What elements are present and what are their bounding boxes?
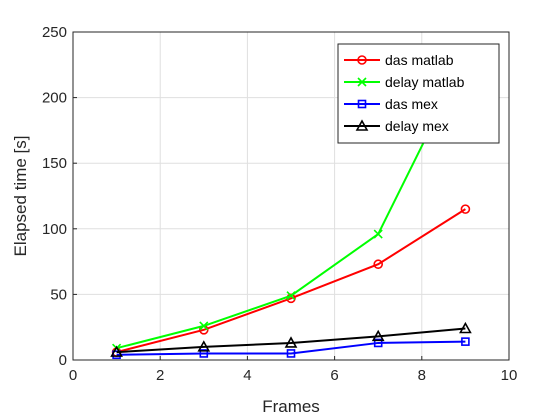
- data-point: [286, 291, 296, 301]
- data-point: [197, 340, 211, 352]
- legend-label: das matlab: [385, 52, 454, 68]
- y-tick-label: 250: [42, 24, 67, 41]
- x-tick-label: 10: [501, 367, 518, 384]
- series-line-das-mex: [116, 340, 466, 356]
- data-point: [199, 321, 209, 331]
- y-tick-label: 200: [42, 90, 67, 107]
- legend-entry-delay-mex: delay mex: [344, 118, 449, 134]
- legend-label: delay matlab: [385, 74, 465, 90]
- x-tick-label: 6: [330, 367, 338, 384]
- data-point: [286, 293, 296, 304]
- x-tick-label: 2: [156, 367, 164, 384]
- data-point: [460, 204, 471, 214]
- legend-entry-das-matlab: das matlab: [344, 52, 454, 68]
- legend-marker: [357, 55, 367, 65]
- series-line-das-matlab: [116, 208, 466, 354]
- data-point: [373, 338, 383, 348]
- legend-label: delay mex: [385, 118, 449, 134]
- legend-entry-das-mex: das mex: [344, 96, 438, 112]
- data-point: [459, 321, 472, 334]
- y-tick-label: 50: [50, 286, 67, 303]
- legend-entry-delay-matlab: delay matlab: [344, 74, 465, 90]
- series-line-delay-mex: [116, 327, 466, 354]
- legend-marker: [357, 77, 367, 87]
- y-tick-label: 0: [59, 352, 67, 369]
- y-tick-label: 150: [42, 155, 67, 172]
- data-point: [199, 349, 209, 358]
- y-axis-title: Elapsed time [s]: [11, 136, 30, 257]
- data-point: [286, 349, 296, 358]
- data-point: [373, 229, 383, 239]
- x-tick-label: 8: [418, 367, 426, 384]
- data-point: [371, 329, 385, 342]
- data-point: [461, 337, 470, 346]
- legend: das matlab delay matlab das mex delay mex: [337, 43, 500, 144]
- data-point: [284, 336, 298, 348]
- legend-label: das mex: [385, 96, 438, 112]
- legend-marker: [357, 99, 367, 109]
- plot-frame: [72, 31, 510, 361]
- series-delay-mex: [110, 321, 472, 357]
- legend-marker: [355, 119, 369, 131]
- x-axis-title: Frames: [262, 397, 320, 416]
- x-tick-label: 0: [69, 367, 77, 384]
- y-tick-label: 100: [42, 221, 67, 238]
- series-lines: [110, 53, 472, 360]
- data-point: [110, 345, 123, 357]
- series-das-mex: [112, 337, 470, 360]
- data-point: [373, 259, 384, 270]
- x-tick-label: 4: [243, 367, 251, 384]
